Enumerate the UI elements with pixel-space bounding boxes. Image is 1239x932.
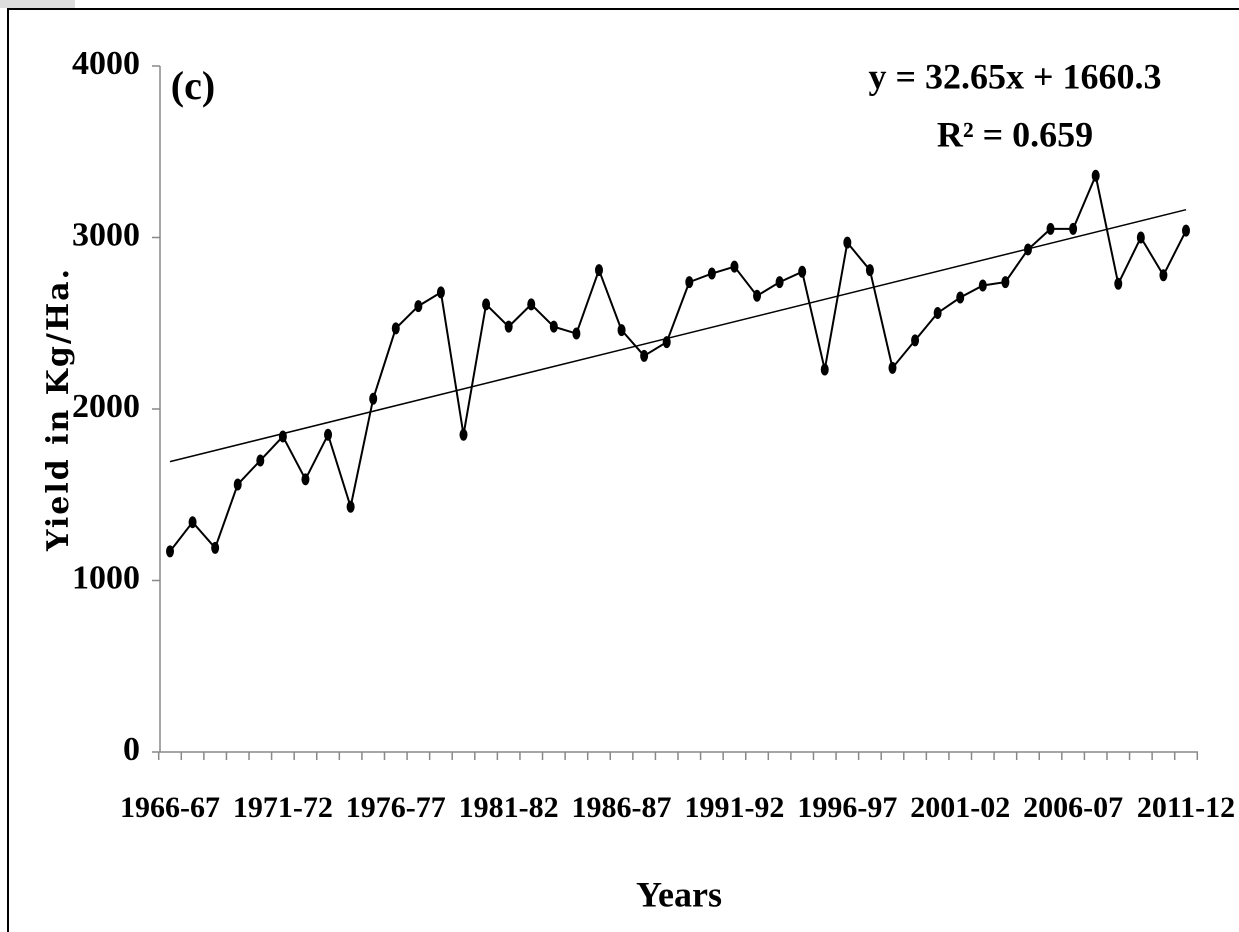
data-point	[1091, 169, 1100, 182]
data-point	[1023, 243, 1032, 256]
data-point	[617, 324, 626, 337]
data-point	[888, 361, 897, 374]
x-axis-title: Years	[636, 874, 722, 914]
y-tick-label: 1000	[72, 559, 140, 596]
data-point	[166, 545, 174, 558]
trend-line	[169, 208, 1187, 463]
y-tick-label: 4000	[72, 45, 140, 82]
x-tick-label: 1971-72	[233, 791, 333, 824]
data-point	[278, 430, 287, 443]
trend-equation: y = 32.65x + 1660.3	[868, 56, 1161, 96]
data-point	[504, 320, 513, 333]
data-point	[865, 264, 874, 277]
data-point	[707, 267, 716, 280]
data-point	[301, 473, 310, 486]
data-point	[436, 286, 445, 299]
y-tick-label: 2000	[72, 388, 140, 425]
data-point	[324, 428, 333, 441]
data-point	[1114, 277, 1123, 290]
r-squared: R² = 0.659	[937, 114, 1093, 154]
data-point	[346, 500, 355, 513]
data-point	[459, 428, 468, 441]
data-point	[798, 265, 807, 278]
data-point	[640, 349, 649, 362]
data-point	[820, 363, 829, 376]
data-point	[594, 264, 603, 277]
data-point	[1001, 276, 1010, 289]
data-point	[662, 336, 671, 349]
data-point	[843, 236, 852, 249]
x-tick-label: 1986-87	[572, 791, 672, 824]
x-tick-label: 2006-07	[1023, 791, 1123, 824]
tab	[0, 0, 75, 8]
data-point	[730, 260, 739, 273]
data-point	[527, 298, 536, 311]
data-point	[233, 478, 242, 491]
x-tick-label: 1981-82	[459, 791, 559, 824]
x-tick-label: 1966-67	[120, 791, 220, 824]
y-tick-label: 0	[123, 731, 140, 768]
data-point	[933, 306, 942, 319]
data-point	[369, 392, 378, 405]
data-point	[978, 279, 987, 292]
x-tick-label: 1991-92	[684, 791, 784, 824]
data-point	[549, 320, 558, 333]
data-point	[572, 327, 581, 340]
data-point	[753, 289, 762, 302]
x-tick-label: 2011-12	[1137, 791, 1235, 824]
data-point	[391, 322, 400, 335]
data-point	[1136, 231, 1145, 244]
data-point	[775, 276, 784, 289]
data-point	[685, 276, 694, 289]
data-point	[188, 516, 197, 529]
data-point	[1046, 222, 1055, 235]
y-axis-title: Yield in Kg/Ha.	[41, 267, 76, 552]
y-tick-label: 3000	[72, 216, 140, 253]
data-point	[482, 298, 491, 311]
data-point	[1182, 224, 1190, 237]
data-point	[1069, 222, 1078, 235]
data-point	[956, 291, 965, 304]
data-point	[1159, 269, 1168, 282]
data-point	[211, 541, 220, 554]
x-tick-label: 1996-97	[797, 791, 897, 824]
x-tick-label: 1976-77	[346, 791, 446, 824]
frame	[7, 8, 1239, 932]
data-point	[256, 454, 265, 467]
data-line	[169, 172, 1187, 552]
data-point	[911, 334, 920, 347]
x-tick-label: 2001-02	[910, 791, 1010, 824]
panel-label: (c)	[171, 63, 215, 108]
data-point	[414, 300, 423, 313]
